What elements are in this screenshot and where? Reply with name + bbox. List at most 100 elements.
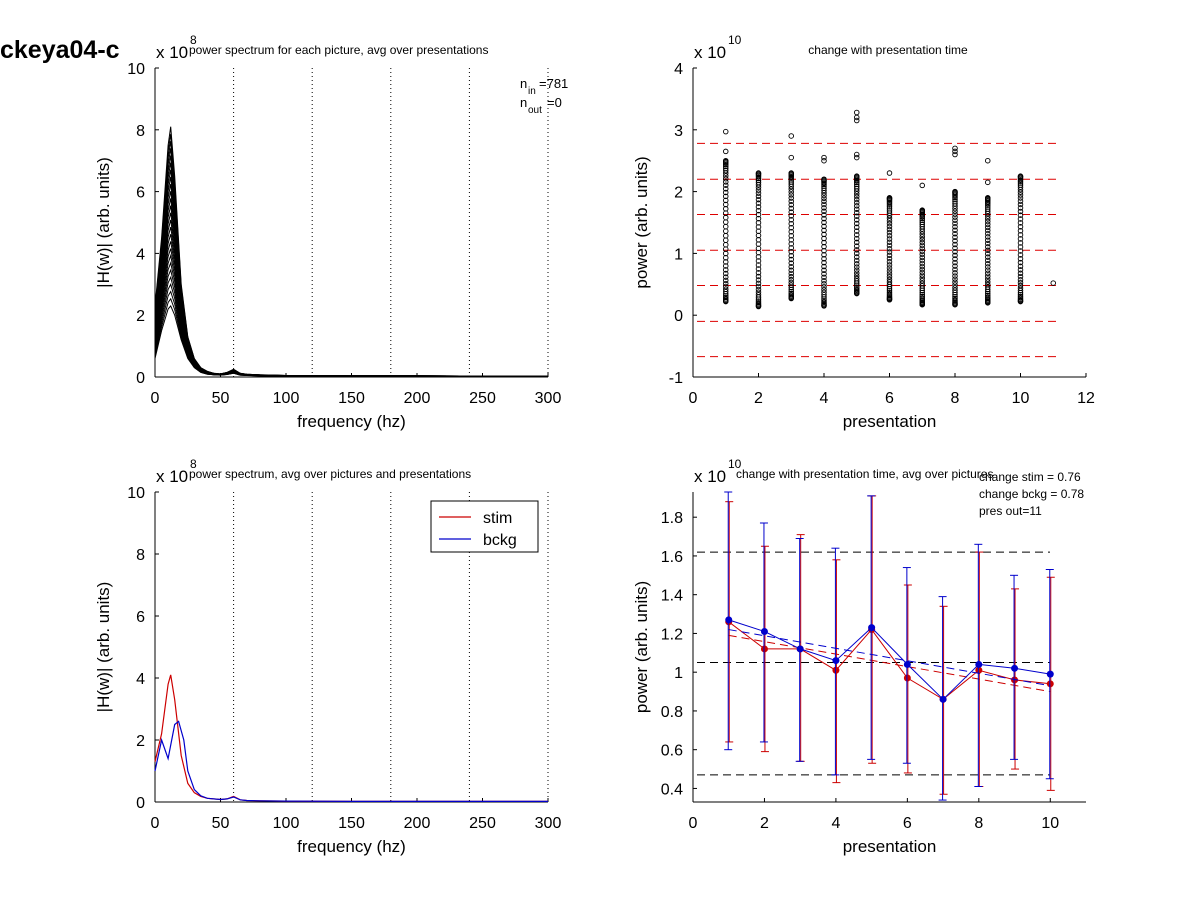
data-point (788, 290, 795, 297)
legend-label-stim: stim (483, 510, 512, 527)
data-point (854, 286, 860, 292)
spectrum-trace (154, 155, 548, 377)
data-point (788, 273, 795, 280)
series-line-bckg (728, 619, 1051, 700)
y-tick-label: 8 (136, 547, 145, 564)
data-point (952, 241, 958, 248)
data-point (919, 182, 926, 189)
n-in-value: =781 (539, 76, 568, 91)
data-point (952, 266, 958, 273)
data-point (821, 223, 827, 230)
spectrum-trace (154, 241, 548, 377)
data-point (821, 176, 827, 182)
data-point (886, 279, 893, 285)
data-point (886, 170, 893, 176)
chart-title: power spectrum, avg over pictures and pr… (189, 467, 471, 481)
data-point (755, 277, 762, 283)
data-point (788, 189, 795, 195)
x-tick-label: 200 (404, 815, 431, 832)
x-tick-label: 200 (404, 390, 431, 407)
x-tick-label: 4 (831, 815, 840, 832)
data-point (1017, 270, 1024, 277)
data-point (788, 179, 795, 185)
data-point (1017, 248, 1024, 254)
data-point (985, 294, 991, 300)
data-point (821, 267, 827, 273)
data-point (1017, 173, 1024, 179)
data-point (723, 280, 729, 287)
data-point (821, 157, 827, 164)
spectrum-trace (154, 226, 548, 377)
data-point (755, 207, 762, 214)
spectrum-trace (154, 162, 548, 377)
data-point (1017, 236, 1024, 242)
y-axis-label: power (arb. units) (632, 581, 651, 713)
data-point (1017, 220, 1024, 226)
x-tick-label: 10 (1041, 815, 1059, 832)
data-point (886, 223, 893, 230)
data-point (723, 189, 729, 196)
y-tick-label: 1.6 (661, 549, 683, 566)
data-point (821, 263, 827, 270)
data-point (1017, 267, 1024, 273)
data-point (821, 227, 827, 234)
x-tick-label: 8 (951, 390, 960, 407)
data-point (821, 277, 827, 284)
data-point (886, 259, 893, 265)
data-point (1017, 205, 1024, 211)
data-point (821, 154, 827, 161)
spectrum-trace (154, 140, 548, 377)
data-point (985, 281, 991, 288)
n-in-symbol: n (520, 76, 527, 91)
x-tick-label: 6 (885, 390, 894, 407)
data-point (985, 292, 991, 299)
n-in-subscript: in (528, 86, 536, 97)
data-point (952, 198, 958, 205)
spectrum-trace (154, 198, 548, 377)
data-point (952, 211, 958, 217)
data-point (919, 293, 926, 300)
data-point (886, 218, 893, 224)
spectrum-trace (154, 248, 548, 377)
data-point (985, 254, 991, 260)
data-point (723, 128, 729, 135)
data-point (723, 219, 729, 225)
data-point-bckg (725, 616, 733, 624)
data-point (854, 209, 860, 216)
data-point (952, 200, 958, 207)
y-axis-label: power (arb. units) (632, 156, 651, 288)
data-point (952, 270, 958, 276)
data-point (886, 236, 893, 242)
data-point (886, 195, 893, 201)
data-point (985, 279, 991, 285)
data-point (755, 204, 762, 210)
data-point (854, 235, 860, 242)
data-point (919, 219, 926, 225)
data-point (723, 267, 729, 273)
spectrum-trace (154, 191, 548, 377)
spectrum-trace (154, 304, 548, 377)
data-point (919, 260, 926, 267)
spectrum-trace (154, 133, 548, 377)
y-tick-label: 1.2 (661, 626, 683, 643)
data-point (788, 202, 795, 208)
data-point (985, 247, 991, 254)
data-point (788, 249, 795, 255)
data-point (985, 276, 991, 282)
data-point (723, 274, 729, 280)
data-point (919, 295, 926, 301)
chart-change-avg: 0 2 4 6 8 10 0.4 0.6 0.8 1 1.2 1.4 1.6 1.8 presentatio… (632, 457, 1086, 856)
y-tick-label: 10 (127, 485, 145, 502)
data-point (788, 292, 795, 298)
data-point (1017, 198, 1024, 204)
spectrum-trace (154, 268, 548, 377)
axis-exponent-power: 8 (190, 33, 197, 47)
data-point (1017, 273, 1024, 280)
data-point (952, 259, 958, 266)
data-point (919, 207, 926, 213)
data-point (952, 273, 958, 279)
spectrum-trace (154, 261, 548, 377)
x-tick-label: 0 (689, 390, 698, 407)
data-point (886, 208, 893, 214)
data-point (886, 205, 893, 212)
